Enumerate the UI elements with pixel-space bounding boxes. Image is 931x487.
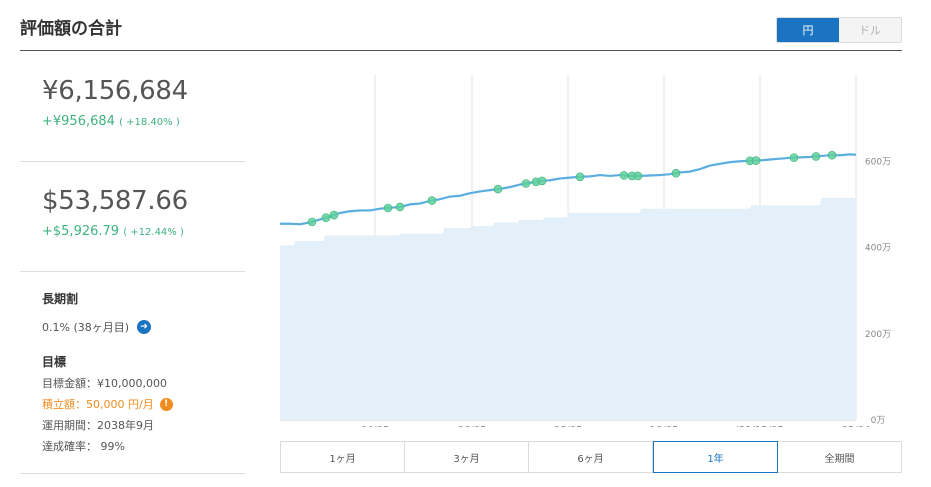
chart-marker[interactable] [493,184,503,194]
chart-area-principal [280,197,856,420]
page-title: 評価額の合計 [20,19,122,39]
period-1y-button[interactable]: 1年 [653,441,778,473]
chart-line-valuation [280,153,857,226]
valuation-chart: 04/05 06/05 08/05 10/05 '21/12/05 02/04 0万 200… [280,75,891,427]
currency-jpy-button[interactable]: 円 [777,18,839,42]
total-value-jpy: ¥6,156,684 [42,76,188,106]
chart-marker[interactable] [395,202,405,212]
x-tick-label: 08/05 [554,425,583,427]
x-tick-label: 02/04 [842,425,871,427]
goal-contribution[interactable]: 積立額：50,000 円/月 ! [42,396,245,412]
chart-marker[interactable] [521,179,531,188]
y-tick-label: 200万 [865,330,891,340]
goal-contribution-text: 積立額：50,000 円/月 [42,398,154,411]
x-tick-label: 10/05 [650,425,679,427]
total-value-usd: $53,587.66 [42,186,188,216]
period-all-button[interactable]: 全期間 [778,442,901,472]
long-term-row: 0.1% (38ヶ月目) ➜ [42,319,245,335]
currency-usd-button[interactable]: ドル [839,18,901,42]
gain-usd-amount: +$5,926.79 [42,224,120,239]
chart-markers [307,150,837,227]
y-tick-label: 600万 [865,157,891,167]
chart-marker[interactable] [789,153,799,162]
chart-marker[interactable] [537,176,547,186]
y-tick-label: 400万 [865,244,891,254]
goal-period: 運用期間：2038年9月 [42,417,245,433]
currency-toggle: 円 ドル [776,17,902,43]
chart-marker[interactable] [671,168,681,178]
gain-jpy: +¥956,684 ( +18.40% ) [42,114,245,129]
period-selector: 1ヶ月 3ヶ月 6ヶ月 1年 全期間 [280,441,902,473]
chart-x-axis: 04/05 06/05 08/05 10/05 '21/12/05 02/04 [361,425,871,427]
summary-panel: ¥6,156,684 +¥956,684 ( +18.40% ) $53,587… [20,52,245,474]
goal-period-text: 運用期間：2038年9月 [42,419,154,432]
period-1m-button[interactable]: 1ヶ月 [281,442,405,472]
goal-heading: 目標 [42,355,67,369]
long-term-value: 0.1% (38ヶ月目) [42,321,130,334]
chart-marker[interactable] [827,150,837,160]
period-3m-button[interactable]: 3ヶ月 [405,442,529,472]
chart-marker[interactable] [633,171,643,181]
goal-probability: 達成確率： 99% [42,438,245,454]
warning-icon[interactable]: ! [159,397,173,411]
gain-usd-percent: ( +12.44% ) [123,227,184,238]
y-tick-label: 0万 [871,416,886,426]
chart-marker[interactable] [307,217,317,227]
chart-marker[interactable] [751,156,761,165]
x-tick-label: '21/12/05 [736,425,784,427]
chart-marker[interactable] [619,171,629,180]
x-tick-label: 06/05 [458,425,487,427]
gain-usd: +$5,926.79 ( +12.44% ) [42,224,245,239]
chart-marker[interactable] [329,210,339,220]
gain-jpy-percent: ( +18.40% ) [119,117,180,128]
goal-probability-text: 達成確率： 99% [42,440,125,453]
summary-jpy: ¥6,156,684 +¥956,684 ( +18.40% ) [20,52,245,162]
gain-jpy-amount: +¥956,684 [42,114,115,129]
goal-section: 長期割 0.1% (38ヶ月目) ➜ 目標 目標金額：¥10,000,000 積… [20,272,245,474]
chart-marker[interactable] [383,203,393,213]
chart-marker[interactable] [811,152,821,161]
goal-target: 目標金額：¥10,000,000 [42,375,245,391]
chart-marker[interactable] [575,172,585,182]
long-term-heading: 長期割 [42,292,79,306]
period-6m-button[interactable]: 6ヶ月 [529,442,653,472]
chart-y-axis: 0万 200万 400万 600万 [865,157,891,426]
header-divider [20,50,902,51]
summary-usd: $53,587.66 +$5,926.79 ( +12.44% ) [20,162,245,272]
x-tick-label: 04/05 [361,425,390,427]
chart-marker[interactable] [427,196,437,205]
arrow-right-icon[interactable]: ➜ [137,320,152,334]
chart-marker[interactable] [321,213,331,222]
goal-target-text: 目標金額：¥10,000,000 [42,377,167,390]
